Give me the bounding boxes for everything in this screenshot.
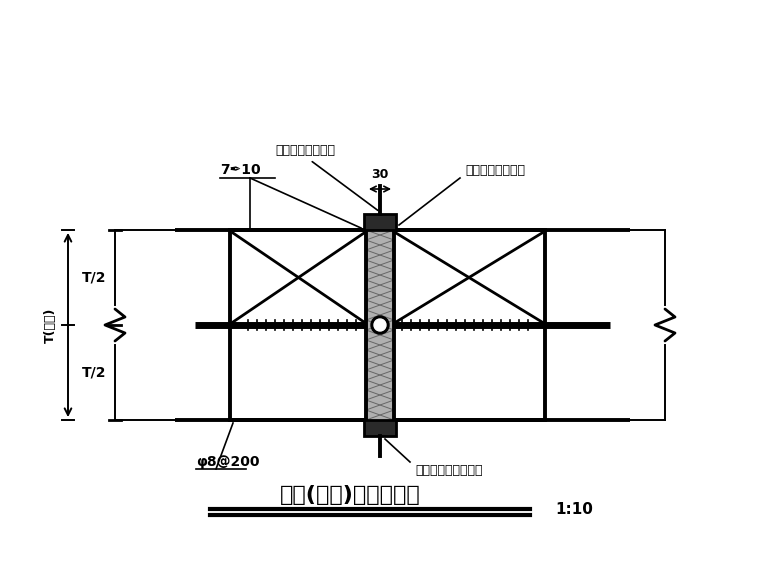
- Bar: [364, 214, 396, 230]
- Text: T(板厚): T(板厚): [43, 307, 56, 343]
- Text: 聚乙烯发泡填缝板: 聚乙烯发泡填缝板: [275, 144, 335, 157]
- Text: 双组份聚硫密封胶: 双组份聚硫密封胶: [465, 164, 525, 177]
- Text: T/2: T/2: [82, 365, 106, 380]
- Text: 30: 30: [372, 168, 388, 181]
- Text: 底板(顶板)变形缝详图: 底板(顶板)变形缝详图: [280, 485, 420, 505]
- Text: T/2: T/2: [82, 271, 106, 284]
- Text: φ8@200: φ8@200: [196, 455, 259, 469]
- Text: 7✒10: 7✒10: [220, 163, 261, 177]
- Bar: [364, 420, 396, 436]
- Circle shape: [374, 319, 386, 331]
- Text: 1:10: 1:10: [555, 503, 593, 518]
- Circle shape: [371, 316, 389, 334]
- Bar: [366, 230, 394, 420]
- Text: 底板时该处无密封胶: 底板时该处无密封胶: [415, 463, 483, 477]
